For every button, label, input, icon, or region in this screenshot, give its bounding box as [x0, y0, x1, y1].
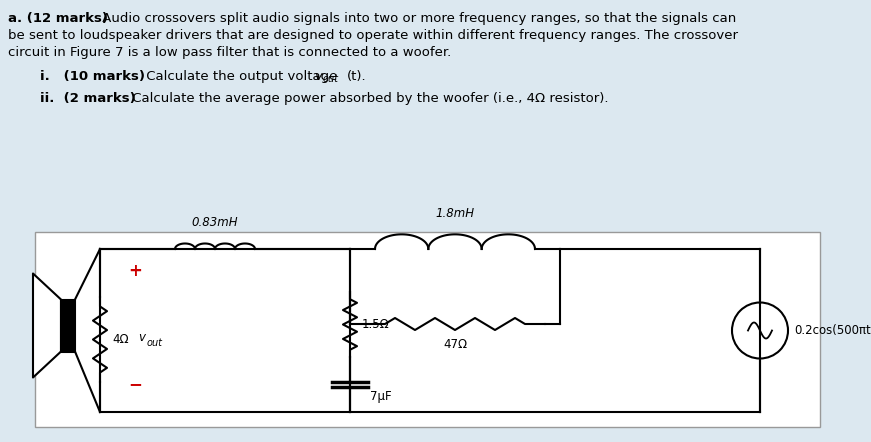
Text: circuit in Figure 7 is a low pass filter that is connected to a woofer.: circuit in Figure 7 is a low pass filter…: [8, 46, 451, 59]
Text: 1.5Ω: 1.5Ω: [362, 318, 389, 331]
Text: 7μF: 7μF: [370, 390, 392, 403]
Bar: [61, 300, 75, 351]
Text: i.   (10 marks): i. (10 marks): [40, 70, 145, 83]
Text: be sent to loudspeaker drivers that are designed to operate within different fre: be sent to loudspeaker drivers that are …: [8, 29, 738, 42]
Text: 0.2cos(500πt)V: 0.2cos(500πt)V: [794, 324, 871, 337]
Text: Calculate the average power absorbed by the woofer (i.e., 4Ω resistor).: Calculate the average power absorbed by …: [128, 92, 609, 105]
Text: v: v: [138, 331, 145, 344]
Text: −: −: [128, 375, 142, 393]
Text: 0.83mH: 0.83mH: [192, 217, 239, 229]
Text: a. (12 marks): a. (12 marks): [8, 12, 108, 25]
Text: +: +: [128, 262, 142, 280]
Bar: [35, 232, 820, 427]
Text: (t).: (t).: [347, 70, 367, 83]
Polygon shape: [33, 274, 61, 377]
Text: out: out: [147, 338, 163, 347]
Text: 47Ω: 47Ω: [443, 338, 467, 351]
Text: 4Ω: 4Ω: [112, 333, 129, 346]
Text: ii.  (2 marks): ii. (2 marks): [40, 92, 136, 105]
Text: out: out: [323, 74, 339, 84]
Text: Audio crossovers split audio signals into two or more frequency ranges, so that : Audio crossovers split audio signals int…: [98, 12, 736, 25]
Text: v: v: [314, 70, 322, 83]
Text: 1.8mH: 1.8mH: [436, 207, 475, 220]
Text: Calculate the output voltage: Calculate the output voltage: [142, 70, 341, 83]
